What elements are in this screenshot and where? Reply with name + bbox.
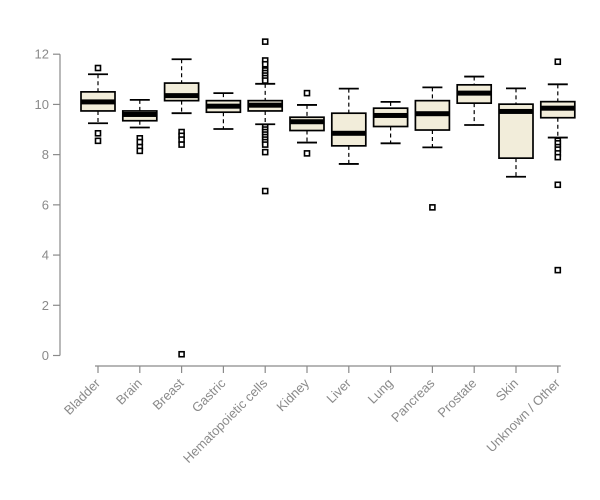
svg-text:Unknown / Other: Unknown / Other [483, 375, 563, 455]
svg-text:4: 4 [42, 248, 49, 263]
svg-text:Gastric: Gastric [189, 375, 229, 415]
svg-text:Pancreas: Pancreas [388, 375, 438, 425]
svg-text:2: 2 [42, 298, 49, 313]
svg-text:Lung: Lung [365, 376, 396, 407]
svg-text:Kidney: Kidney [273, 375, 312, 414]
svg-text:Skin: Skin [493, 376, 521, 404]
svg-text:Prostate: Prostate [434, 376, 479, 421]
svg-text:Brain: Brain [113, 376, 145, 408]
svg-text:Liver: Liver [323, 375, 354, 406]
svg-text:0: 0 [42, 348, 49, 363]
svg-text:12: 12 [35, 47, 49, 62]
svg-text:6: 6 [42, 197, 49, 212]
svg-text:Breast: Breast [150, 375, 187, 412]
svg-text:10: 10 [35, 97, 49, 112]
svg-text:Bladder: Bladder [61, 375, 104, 418]
svg-text:8: 8 [42, 147, 49, 162]
